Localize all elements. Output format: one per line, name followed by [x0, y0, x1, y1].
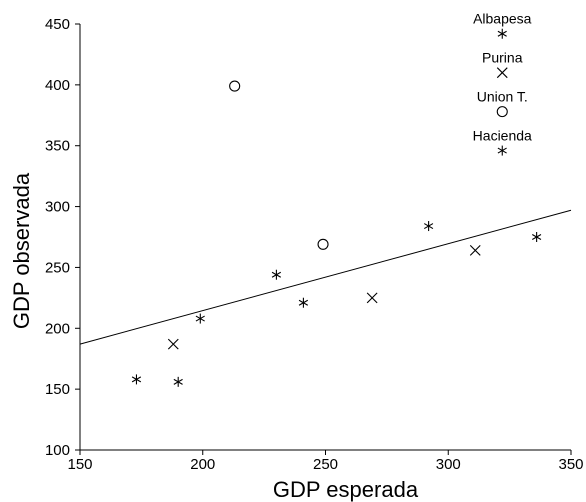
- regression-line: [79, 209, 572, 345]
- data-point-asterisk: Hacienda: [473, 128, 532, 156]
- x-tick-label: 300: [436, 456, 461, 473]
- y-tick-label: 400: [45, 77, 70, 94]
- data-points: Albapesa Purina Union T. Hacienda: [131, 11, 542, 387]
- data-point-cross: [366, 292, 378, 304]
- y-tick-label: 150: [45, 381, 70, 398]
- y-axis-label: GDP observada: [9, 172, 34, 329]
- data-point-asterisk: [298, 297, 309, 308]
- data-point-asterisk: [173, 376, 183, 387]
- x-tick-label: 250: [313, 456, 338, 473]
- data-point-asterisk: [131, 374, 142, 385]
- point-label: Purina: [482, 50, 523, 66]
- y-tick-label: 100: [45, 442, 70, 459]
- x-axis-label: GDP esperada: [273, 477, 419, 502]
- data-point-circle: Union T.: [477, 89, 528, 118]
- y-tick-label: 200: [45, 320, 70, 337]
- data-point-cross: Purina: [482, 50, 523, 79]
- y-tick-label: 250: [45, 259, 70, 276]
- point-label: Hacienda: [473, 128, 532, 144]
- data-point-circle: [229, 80, 241, 92]
- data-point-cross: [167, 338, 179, 350]
- x-tick-label: 150: [67, 456, 92, 473]
- point-label: Albapesa: [473, 11, 532, 27]
- data-point-asterisk: [532, 232, 542, 242]
- data-point-asterisk: [423, 221, 434, 232]
- data-point-asterisk: [271, 269, 282, 280]
- data-point-asterisk: [195, 313, 205, 324]
- y-tick-label: 300: [45, 199, 70, 216]
- data-point-asterisk: Albapesa: [473, 11, 532, 39]
- x-tick-label: 350: [558, 456, 583, 473]
- x-tick-label: 200: [190, 456, 215, 473]
- y-tick-label: 450: [45, 16, 70, 33]
- data-point-cross: [469, 244, 481, 256]
- data-point-circle: [317, 238, 329, 250]
- point-label: Union T.: [477, 89, 528, 105]
- y-tick-label: 350: [45, 138, 70, 155]
